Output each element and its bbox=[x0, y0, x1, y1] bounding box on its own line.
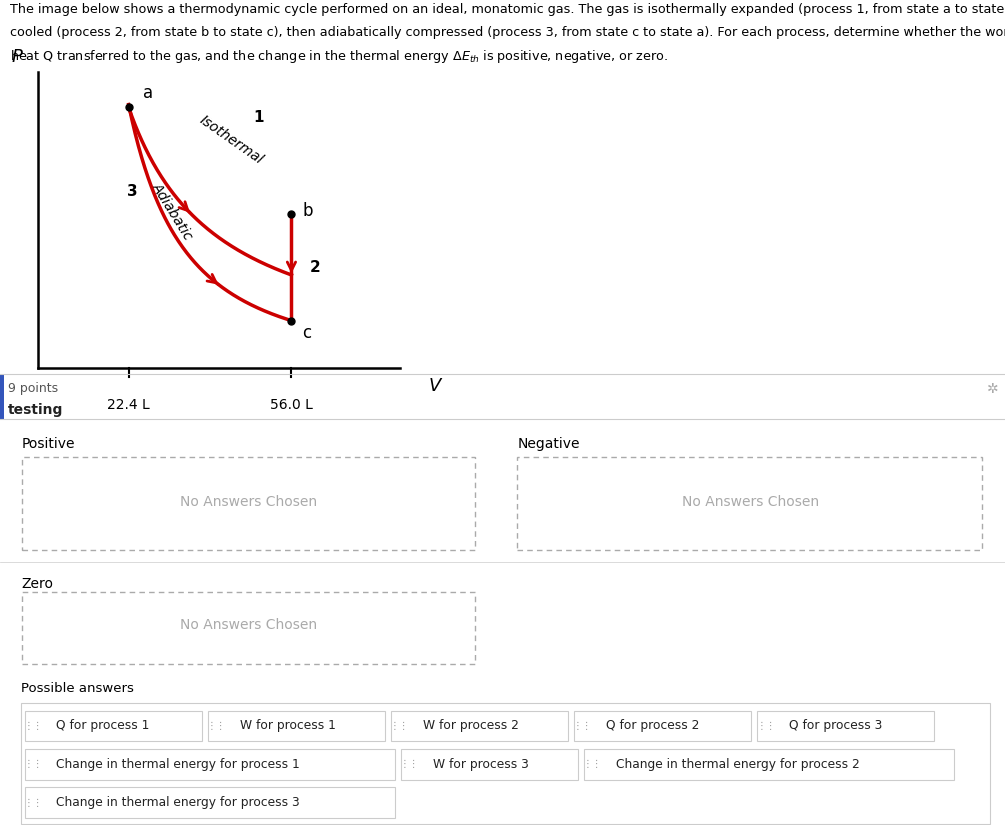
Text: W for process 3: W for process 3 bbox=[432, 758, 529, 771]
Text: heat Q transferred to the gas, and the change in the thermal energy $\Delta E_{t: heat Q transferred to the gas, and the c… bbox=[10, 48, 668, 65]
FancyBboxPatch shape bbox=[757, 710, 935, 742]
Text: Change in thermal energy for process 3: Change in thermal energy for process 3 bbox=[56, 796, 300, 809]
Text: Q for process 3: Q for process 3 bbox=[789, 719, 882, 733]
Text: 3: 3 bbox=[127, 184, 138, 199]
Text: 1: 1 bbox=[253, 110, 264, 125]
Text: ⋮⋮: ⋮⋮ bbox=[24, 759, 43, 769]
Text: No Answers Chosen: No Answers Chosen bbox=[681, 495, 819, 509]
FancyBboxPatch shape bbox=[21, 703, 990, 824]
FancyBboxPatch shape bbox=[25, 710, 202, 742]
Text: W for process 2: W for process 2 bbox=[423, 719, 519, 733]
Text: P: P bbox=[11, 48, 22, 66]
Text: c: c bbox=[303, 323, 312, 342]
Text: Zero: Zero bbox=[21, 576, 53, 590]
FancyBboxPatch shape bbox=[208, 710, 385, 742]
Text: Isothermal: Isothermal bbox=[197, 113, 266, 167]
FancyBboxPatch shape bbox=[21, 457, 475, 550]
FancyBboxPatch shape bbox=[391, 710, 568, 742]
Text: 9 points: 9 points bbox=[8, 382, 58, 395]
FancyBboxPatch shape bbox=[21, 592, 475, 664]
Text: ⋮⋮: ⋮⋮ bbox=[24, 721, 43, 731]
Text: 2: 2 bbox=[310, 260, 321, 275]
Text: Change in thermal energy for process 1: Change in thermal energy for process 1 bbox=[56, 758, 300, 771]
Text: W for process 1: W for process 1 bbox=[239, 719, 336, 733]
FancyBboxPatch shape bbox=[0, 374, 4, 419]
Text: ⋮⋮: ⋮⋮ bbox=[390, 721, 409, 731]
Text: ⋮⋮: ⋮⋮ bbox=[756, 721, 776, 731]
FancyBboxPatch shape bbox=[25, 748, 395, 780]
Text: V: V bbox=[429, 377, 441, 394]
Text: testing: testing bbox=[8, 404, 63, 418]
FancyBboxPatch shape bbox=[401, 748, 578, 780]
Text: Positive: Positive bbox=[21, 437, 75, 451]
Text: Q for process 2: Q for process 2 bbox=[606, 719, 699, 733]
Text: Adiabatic: Adiabatic bbox=[149, 180, 195, 242]
Text: ⋮⋮: ⋮⋮ bbox=[573, 721, 593, 731]
FancyBboxPatch shape bbox=[518, 457, 982, 550]
Text: 22.4 L: 22.4 L bbox=[108, 398, 150, 412]
Text: ⋮⋮: ⋮⋮ bbox=[24, 797, 43, 807]
FancyBboxPatch shape bbox=[574, 710, 752, 742]
Text: Q for process 1: Q for process 1 bbox=[56, 719, 150, 733]
Text: ⋮⋮: ⋮⋮ bbox=[583, 759, 602, 769]
Text: No Answers Chosen: No Answers Chosen bbox=[180, 495, 318, 509]
Text: 56.0 L: 56.0 L bbox=[270, 398, 313, 412]
Text: No Answers Chosen: No Answers Chosen bbox=[180, 619, 318, 632]
Text: a: a bbox=[143, 84, 153, 102]
Text: ⋮⋮: ⋮⋮ bbox=[400, 759, 419, 769]
Text: ✲: ✲ bbox=[987, 382, 999, 396]
FancyBboxPatch shape bbox=[584, 748, 954, 780]
Text: The image below shows a thermodynamic cycle performed on an ideal, monatomic gas: The image below shows a thermodynamic cy… bbox=[10, 3, 1005, 17]
Text: cooled (process 2, from state b to state c), then adiabatically compressed (proc: cooled (process 2, from state b to state… bbox=[10, 26, 1005, 39]
FancyBboxPatch shape bbox=[25, 787, 395, 818]
Text: ⋮⋮: ⋮⋮ bbox=[207, 721, 226, 731]
Text: Possible answers: Possible answers bbox=[21, 681, 134, 695]
Text: Negative: Negative bbox=[518, 437, 580, 451]
Text: Change in thermal energy for process 2: Change in thermal energy for process 2 bbox=[616, 758, 859, 771]
Text: b: b bbox=[303, 202, 313, 220]
